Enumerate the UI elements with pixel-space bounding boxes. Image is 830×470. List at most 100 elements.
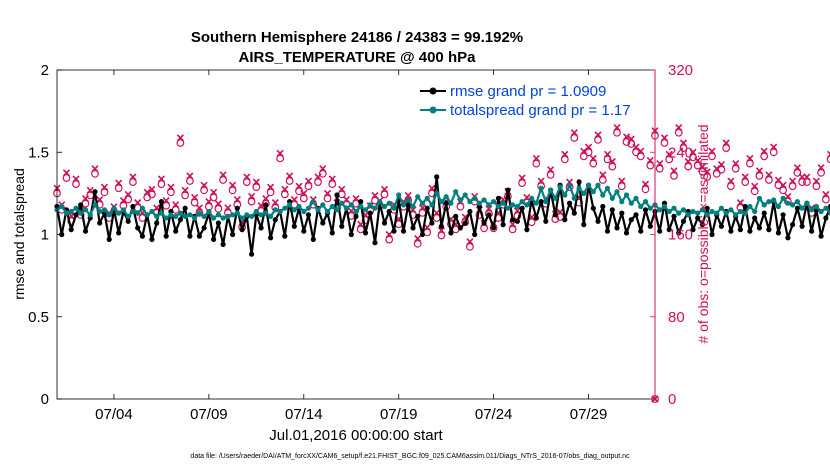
- totalspread-point: [234, 210, 240, 216]
- obs-possible-point: [655, 164, 664, 173]
- rmse-point: [73, 212, 79, 218]
- totalspread-point: [396, 192, 402, 198]
- obs-assimilated-point: [281, 185, 289, 193]
- rmse-point: [135, 225, 141, 231]
- rmse-point: [158, 199, 164, 205]
- rmse-point: [201, 225, 207, 231]
- rmse-point: [533, 215, 539, 221]
- totalspread-point: [348, 202, 354, 208]
- rmse-point: [576, 179, 582, 185]
- obs-assimilated-point: [186, 172, 194, 180]
- rmse-point: [196, 233, 202, 239]
- obs-assimilated-point: [119, 197, 128, 205]
- obs-assimilated-point: [181, 186, 189, 194]
- rmse-point: [671, 213, 677, 219]
- obs-possible-point: [646, 161, 655, 170]
- obs-assimilated-point: [162, 197, 170, 205]
- obs-assimilated-point: [523, 193, 531, 202]
- obs-assimilated-point: [210, 188, 218, 196]
- obs-assimilated-point: [732, 159, 740, 168]
- rmse-point: [211, 236, 217, 242]
- totalspread-point: [192, 215, 198, 221]
- obs-possible-point: [679, 144, 688, 153]
- rmse-point: [799, 223, 805, 229]
- x-axis-label: Jul.01,2016 00:00:00 start: [269, 427, 443, 444]
- rmse-point: [348, 231, 354, 238]
- obs-assimilated-point: [646, 156, 654, 165]
- obs-assimilated-point: [214, 200, 222, 208]
- obs-assimilated-point: [380, 185, 389, 193]
- obs-assimilated-point: [637, 147, 645, 155]
- totalspread-point: [182, 213, 188, 219]
- totalspread-point: [410, 203, 416, 210]
- obs-possible-point: [72, 180, 80, 189]
- obs-possible-point: [532, 159, 541, 168]
- totalspread-point: [144, 212, 150, 218]
- obs-possible-point: [798, 178, 806, 187]
- totalspread-point: [282, 205, 288, 211]
- totalspread-point: [230, 212, 236, 218]
- totalspread-point: [154, 213, 160, 219]
- totalspread-point: [562, 192, 568, 198]
- obs-assimilated-point: [328, 175, 336, 183]
- rmse-point: [604, 228, 611, 234]
- totalspread-point: [111, 205, 117, 211]
- obs-possible-point: [708, 152, 716, 161]
- obs-assimilated-point: [717, 161, 726, 169]
- obs-assimilated-point: [784, 192, 792, 201]
- obs-possible-point: [722, 144, 731, 153]
- obs-possible-point: [617, 182, 626, 191]
- totalspread-point: [106, 212, 112, 218]
- obs-possible-point: [750, 187, 759, 196]
- totalspread-point: [586, 182, 592, 188]
- rmse-point: [495, 195, 501, 201]
- obs-possible-point: [727, 182, 735, 191]
- rmse-point: [595, 218, 601, 224]
- totalspread-point: [130, 208, 136, 215]
- totalspread-point: [334, 207, 340, 213]
- totalspread-point: [514, 203, 521, 210]
- obs-assimilated-point: [81, 194, 90, 203]
- rmse-point: [657, 228, 663, 234]
- rmse-point: [272, 217, 278, 223]
- obs-assimilated-point: [338, 185, 346, 193]
- totalspread-point: [685, 212, 691, 218]
- rmse-point: [709, 231, 715, 238]
- rmse-point: [163, 233, 169, 239]
- obs-possible-point: [674, 128, 683, 137]
- obs-possible-point: [826, 155, 830, 164]
- legend-rmse-marker: [429, 87, 437, 95]
- totalspread-point: [249, 213, 255, 219]
- totalspread-point: [737, 208, 744, 215]
- obs-assimilated-point: [385, 230, 393, 239]
- totalspread-point: [633, 195, 639, 201]
- obs-possible-point: [242, 178, 251, 187]
- rmse-point: [334, 192, 340, 198]
- obs-possible-point: [323, 194, 332, 203]
- plot-area: [53, 124, 830, 403]
- obs-assimilated-point: [172, 201, 180, 209]
- obs-possible-point: [622, 138, 631, 146]
- obs-assimilated-point: [594, 131, 602, 139]
- chart-subtitle: AIRS_TEMPERATURE @ 400 hPa: [239, 49, 477, 66]
- rmse-point: [609, 207, 615, 213]
- totalspread-point: [362, 207, 369, 213]
- totalspread-point: [391, 205, 397, 211]
- obs-assimilated-point: [276, 149, 284, 157]
- rmse-point: [509, 217, 516, 223]
- totalspread-point: [714, 210, 720, 216]
- rmse-point: [718, 223, 725, 229]
- chart-title: Southern Hemisphere 24186 / 24383 = 99.1…: [191, 29, 523, 46]
- totalspread-point: [343, 205, 350, 211]
- obs-possible-point: [636, 152, 645, 161]
- totalspread-point: [168, 212, 174, 218]
- rmse-point: [761, 210, 767, 216]
- rmse-point: [633, 212, 639, 218]
- obs-assimilated-point: [262, 194, 270, 203]
- totalspread-point: [472, 195, 478, 201]
- obs-assimilated-point: [812, 177, 820, 185]
- rmse-point: [457, 225, 463, 231]
- obs-possible-point: [741, 178, 750, 187]
- rmse-point: [149, 236, 155, 242]
- totalspread-point: [68, 208, 74, 215]
